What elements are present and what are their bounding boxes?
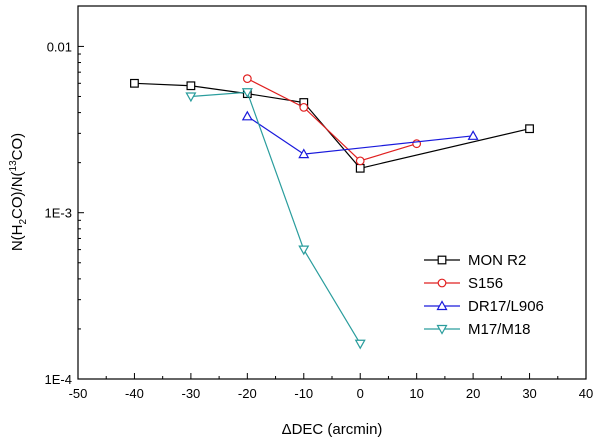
series-dr17-l906 [241,110,479,159]
x-axis-title: ΔDEC (arcmin) [282,421,383,438]
data-point-mon-r2 [525,124,534,134]
series-layer [130,74,534,350]
legend-item-m17-m18: M17/M18 [424,321,531,338]
data-point-dr17-l906 [467,130,479,140]
series-line-m17-m18 [190,91,361,345]
x-tick-label: 20 [466,386,480,401]
data-point-mon-r2 [186,81,196,91]
series-line-dr17-l906 [246,115,474,155]
x-axis-ticks: -50 -40 -30 -20 -10 0 10 20 30 40 [69,373,593,401]
series-line-mon-r2 [134,82,530,169]
x-tick-label: -20 [238,386,257,401]
data-point-dr17-l906 [241,110,253,121]
legend-label: DR17/L906 [468,298,544,315]
data-point-s156 [355,156,365,166]
legend-marker [437,278,447,288]
legend-marker [436,300,448,311]
data-point-mon-r2 [130,78,139,88]
x-tick-label: -40 [125,386,144,401]
data-point-mon-r2 [355,163,365,173]
legend-marker [437,255,447,265]
y-tick-label: 1E-4 [45,372,72,387]
data-point-dr17-l906 [298,148,310,159]
series-line-s156 [247,78,417,162]
data-point-m17-m18 [354,339,366,350]
x-tick-label: 10 [409,386,423,401]
y-axis-title: N(H2CO)/N(13CO) [8,133,29,251]
x-tick-label: -10 [294,386,313,401]
data-point-s156 [299,102,309,112]
legend-item-dr17-l906: DR17/L906 [424,298,544,315]
x-tick-label: 40 [579,386,593,401]
y-tick-label: 1E-3 [45,206,72,221]
legend: MON R2 S156 DR17/L906 M17/M18 [424,252,544,338]
legend-item-s156: S156 [424,275,503,292]
x-tick-label: -30 [181,386,200,401]
data-point-s156 [242,74,252,84]
x-tick-label: -50 [69,386,88,401]
data-point-m17-m18 [241,88,253,98]
series-mon-r2 [130,78,534,173]
series-m17-m18 [185,88,366,350]
x-tick-label: 30 [522,386,536,401]
legend-item-mon-r2: MON R2 [424,252,526,269]
legend-marker [436,324,448,335]
legend-label: MON R2 [468,252,526,269]
series-s156 [242,74,422,166]
y-tick-label: 0.01 [47,39,72,54]
x-tick-label: 0 [357,386,364,401]
data-point-m17-m18 [185,92,197,103]
data-point-m17-m18 [298,245,310,256]
legend-label: M17/M18 [468,321,531,338]
legend-label: S156 [468,275,503,292]
y-axis-ticks: 1E-4 1E-3 0.01 [45,39,84,387]
